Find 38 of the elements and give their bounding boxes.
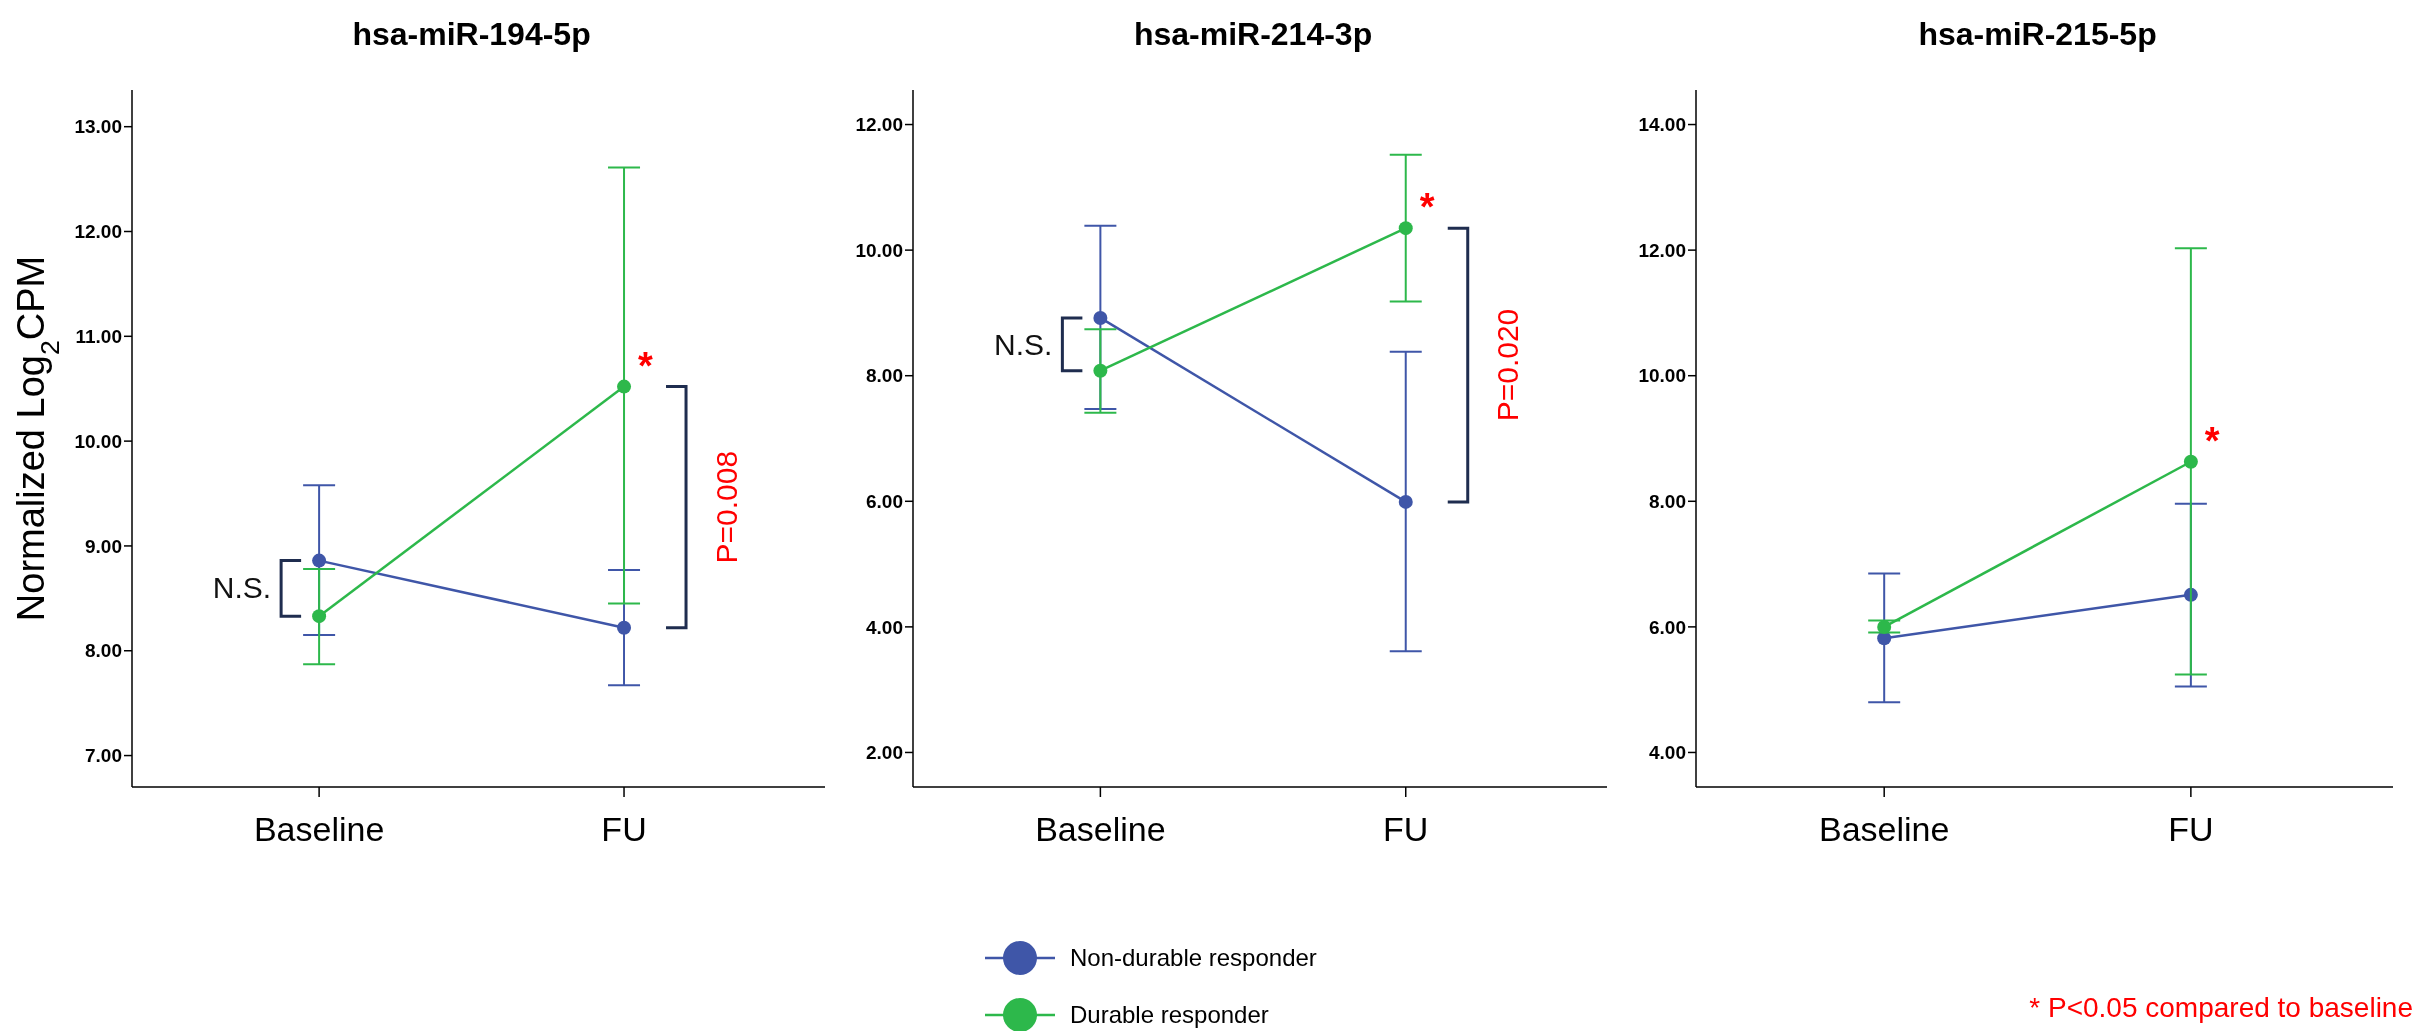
y-tick-label: 10.00 <box>1638 365 1686 387</box>
y-tick-label: 11.00 <box>75 325 122 347</box>
y-tick-label: 12.00 <box>74 221 122 243</box>
x-tick-label: Baseline <box>253 809 385 848</box>
x-tick-label: Baseline <box>1035 809 1166 848</box>
chart-title: hsa-miR-214-3p <box>1133 16 1373 52</box>
annotation: P=0.020 <box>1491 308 1525 422</box>
y-tick-label: 7.00 <box>85 745 122 767</box>
x-tick-label: Baseline <box>1818 809 1950 848</box>
annotation: * <box>638 344 654 387</box>
annotation: N.S. <box>994 327 1053 361</box>
x-tick-label: FU <box>1383 809 1429 848</box>
y-tick-label: 4.00 <box>1649 742 1686 764</box>
legend-label: Durable responder <box>1070 1001 1269 1029</box>
y-tick-label: 12.00 <box>855 114 903 136</box>
text: * P<0.05 compared to baseline <box>2029 992 2413 1023</box>
chart-title: hsa-miR-194-5p <box>352 16 591 52</box>
y-tick-label: 12.00 <box>1638 239 1686 261</box>
y-tick-label: 8.00 <box>1649 490 1686 512</box>
chart-title: hsa-miR-215-5p <box>1918 16 2157 52</box>
annotation: * <box>2204 419 2220 462</box>
y-tick-label: 10.00 <box>74 430 122 452</box>
y-tick-label: 14.00 <box>1638 114 1686 136</box>
y-tick-label: 8.00 <box>866 365 903 387</box>
y-tick-label: 4.00 <box>866 616 903 638</box>
annotation: * <box>1419 186 1435 229</box>
y-tick-label: 10.00 <box>855 239 903 261</box>
x-tick-label: FU <box>601 809 647 848</box>
y-tick-label: 2.00 <box>866 742 903 764</box>
legend-label: Non-durable responder <box>1070 944 1317 972</box>
annotation: P=0.008 <box>709 450 743 564</box>
y-tick-label: 6.00 <box>1649 616 1686 638</box>
annotation: N.S. <box>212 571 272 605</box>
y-tick-label: 9.00 <box>85 535 122 557</box>
y-tick-label: 6.00 <box>866 490 903 512</box>
y-tick-label: 8.00 <box>85 640 122 662</box>
y-tick-label: 13.00 <box>74 116 122 138</box>
x-tick-label: FU <box>2168 809 2214 848</box>
